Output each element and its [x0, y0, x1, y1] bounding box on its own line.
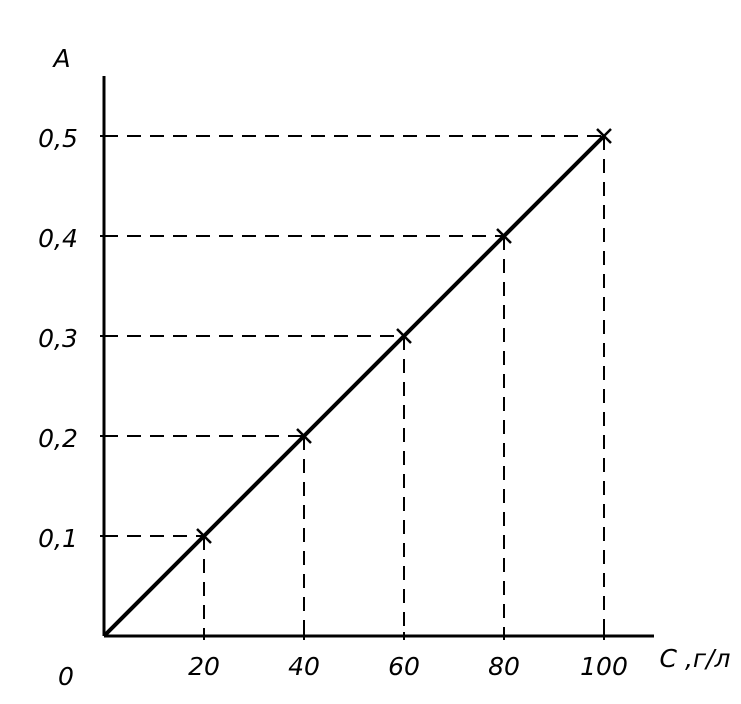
point-marker	[296, 428, 312, 444]
point-marker	[196, 528, 212, 544]
y-tick-label: 0,2	[38, 424, 78, 453]
marker-stroke	[296, 428, 312, 444]
y-tick-label: 0,5	[38, 124, 78, 153]
point-marker	[596, 128, 612, 144]
x-tick-label: 60	[388, 652, 420, 681]
point-marker	[396, 328, 412, 344]
y-tick-label: 0,1	[38, 524, 78, 553]
marker-stroke	[396, 328, 412, 344]
marker-stroke	[196, 528, 212, 544]
point-marker	[496, 228, 512, 244]
x-tick-label: 20	[188, 652, 220, 681]
data-line	[102, 134, 606, 638]
x-tick-label: 100	[580, 652, 628, 681]
marker-stroke	[596, 128, 612, 144]
marker-stroke	[496, 228, 512, 244]
origin-label: 0	[58, 662, 74, 691]
y-axis-label: A	[51, 44, 70, 73]
x-tick-label: 40	[288, 652, 320, 681]
y-tick-label: 0,3	[38, 324, 78, 353]
y-tick-label: 0,4	[38, 224, 78, 253]
x-axis-label: C ,г/л	[660, 644, 731, 673]
x-tick-label: 80	[488, 652, 520, 681]
